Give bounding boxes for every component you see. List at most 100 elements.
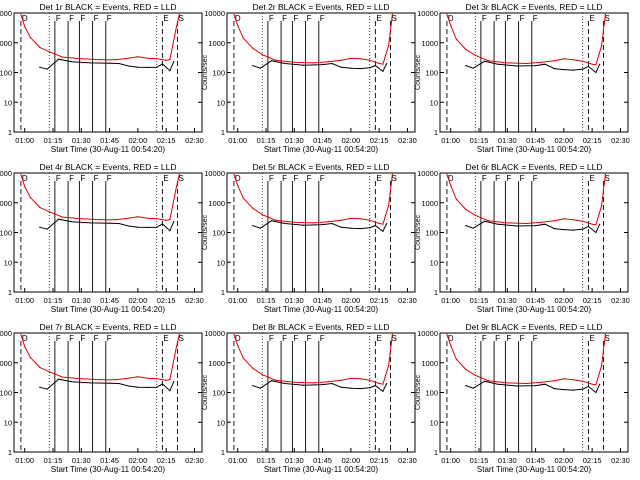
x-tick-label: 01:15 xyxy=(44,456,63,465)
lld-point xyxy=(540,221,542,223)
x-axis-label: Start Time (30-Aug-11 00:54:20) xyxy=(264,465,378,474)
lld-point xyxy=(595,64,597,66)
marker-label-e: E xyxy=(163,334,168,343)
lld-point xyxy=(446,13,448,15)
lld-point xyxy=(387,45,390,47)
lld-point xyxy=(80,58,82,60)
events-point xyxy=(516,65,518,67)
events-point xyxy=(572,229,574,231)
lld-point xyxy=(80,218,82,220)
x-tick-label: 01:15 xyxy=(257,296,276,305)
marker-label-f: F xyxy=(293,174,298,183)
marker-label-d: D xyxy=(22,14,28,23)
lld-line xyxy=(233,174,393,225)
x-axis-label: Start Time (30-Aug-11 00:54:20) xyxy=(51,145,165,154)
lld-point xyxy=(61,216,64,218)
x-tick-label: 01:30 xyxy=(498,456,517,465)
events-point xyxy=(46,68,48,70)
lld-point xyxy=(553,60,556,62)
lld-point xyxy=(24,345,26,348)
events-point xyxy=(259,387,261,389)
lld-line xyxy=(20,334,180,381)
y-tick-label: 10 xyxy=(4,98,12,107)
marker-label-f: F xyxy=(533,174,538,183)
lld-line xyxy=(446,174,606,226)
y-tick-label: 10 xyxy=(4,418,12,427)
x-tick-label: 02:15 xyxy=(583,136,602,145)
events-point xyxy=(587,65,589,68)
events-line xyxy=(252,380,388,393)
marker-label-f: F xyxy=(307,14,312,23)
marker-label-f: F xyxy=(307,174,312,183)
events-point xyxy=(595,391,597,394)
y-axis-label: Counts/sec xyxy=(202,374,209,410)
events-point xyxy=(284,222,286,225)
events-point xyxy=(472,227,474,229)
x-tick-label: 01:30 xyxy=(72,296,91,305)
detector-panel-2: Det 2r BLACK = Events, RED = LLD 1 10 100 10… xyxy=(202,2,417,154)
x-tick-label: 01:00 xyxy=(15,136,34,145)
events-point xyxy=(340,226,343,228)
lld-point xyxy=(572,59,574,61)
lld-point xyxy=(29,356,31,359)
panel-title: Det 1r BLACK = Events, RED = LLD xyxy=(39,2,176,12)
x-tick-label: 01:45 xyxy=(526,296,545,305)
plot-frame xyxy=(13,332,203,453)
events-point xyxy=(90,222,92,224)
lld-point xyxy=(350,217,352,219)
events-point xyxy=(544,223,546,225)
events-point xyxy=(252,385,254,387)
plot-frame xyxy=(439,332,629,453)
x-tick-label: 02:30 xyxy=(185,456,204,465)
events-point xyxy=(321,63,324,66)
events-point xyxy=(582,68,584,70)
lld-point xyxy=(237,184,239,187)
marker-label-f: F xyxy=(282,334,287,343)
lld-point xyxy=(156,378,158,380)
marker-label-s: S xyxy=(604,334,609,343)
y-tick-label: 10000 xyxy=(204,169,225,178)
x-tick-label: 02:15 xyxy=(157,296,176,305)
x-tick-label: 02:00 xyxy=(341,296,360,305)
lld-point xyxy=(487,60,490,62)
x-tick-label: 02:00 xyxy=(128,136,147,145)
lld-point xyxy=(591,383,593,385)
y-tick-label: 100 xyxy=(212,389,225,398)
lld-point xyxy=(563,58,565,60)
events-point xyxy=(39,226,41,228)
lld-point xyxy=(156,218,158,220)
events-point xyxy=(303,224,305,226)
events-point xyxy=(386,222,388,225)
y-tick-label: 10 xyxy=(430,418,438,427)
events-point xyxy=(369,227,371,229)
events-point xyxy=(321,223,324,226)
y-tick-label: 10000 xyxy=(0,169,12,178)
lld-point xyxy=(242,37,244,40)
lld-point xyxy=(127,217,130,219)
lld-point xyxy=(114,379,116,381)
x-tick-label: 02:15 xyxy=(157,456,176,465)
y-tick-label: 1 xyxy=(434,448,438,457)
marker-label-f: F xyxy=(69,14,74,23)
plot-frame xyxy=(439,12,629,133)
lld-point xyxy=(350,377,352,379)
events-point xyxy=(572,389,574,391)
marker-label-f: F xyxy=(293,334,298,343)
events-point xyxy=(331,62,333,65)
marker-label-e: E xyxy=(589,334,594,343)
lld-point xyxy=(312,222,314,224)
events-point xyxy=(90,62,92,64)
marker-label-e: E xyxy=(589,174,594,183)
marker-label-f: F xyxy=(520,334,525,343)
events-point xyxy=(465,65,467,67)
lld-point xyxy=(80,378,82,380)
events-point xyxy=(484,60,486,62)
lld-point xyxy=(506,382,508,384)
x-tick-label: 02:15 xyxy=(583,296,602,305)
lld-point xyxy=(274,379,277,381)
events-point xyxy=(71,221,73,223)
y-tick-label: 100 xyxy=(425,229,438,238)
events-point xyxy=(284,382,286,385)
events-point xyxy=(127,385,130,387)
